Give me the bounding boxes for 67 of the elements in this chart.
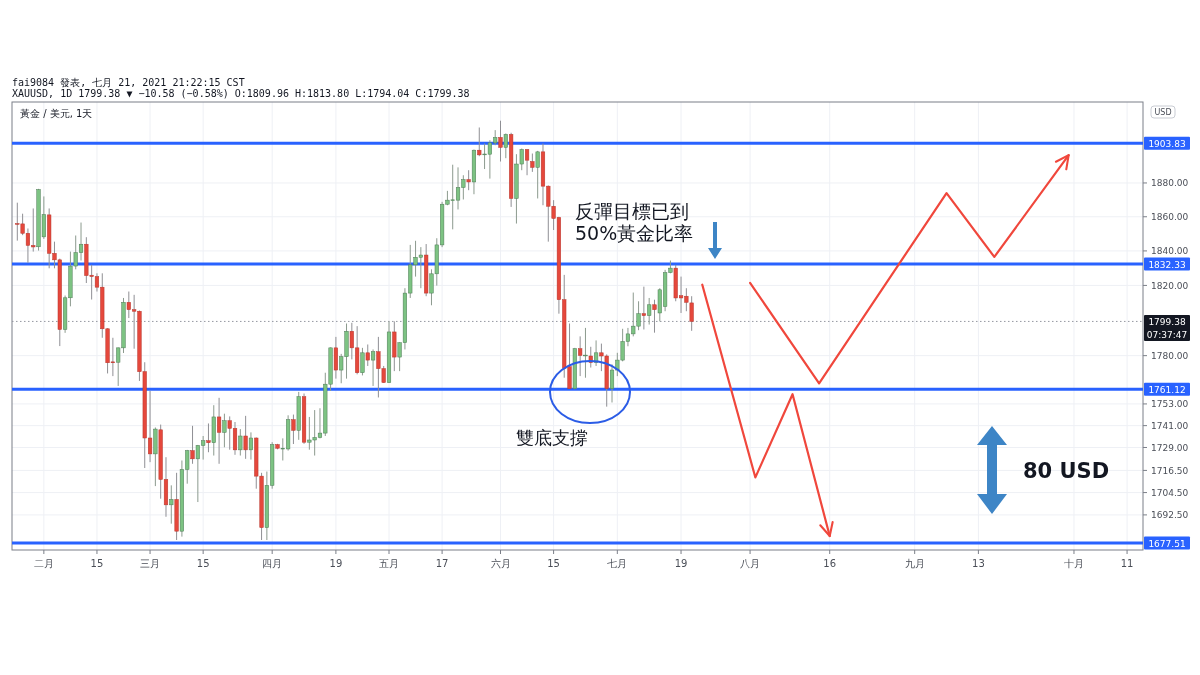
- chart-title: fai9084 發表, 七月 21, 2021 21:22:15 CST: [12, 77, 245, 88]
- candlestick: [169, 484, 174, 525]
- annotation: 反彈目標已到 50%黃金比率: [575, 200, 694, 244]
- candlestick: [477, 126, 482, 157]
- x-tick-label: 七月: [607, 558, 628, 569]
- x-tick-label: 17: [435, 558, 449, 569]
- candlestick: [641, 286, 646, 330]
- candlestick: [503, 132, 508, 159]
- ref-line-label: 1761.12: [1148, 384, 1186, 395]
- y-tick-label: 1780.00: [1151, 351, 1189, 362]
- x-tick-label: 八月: [740, 558, 761, 569]
- candlestick: [248, 431, 253, 461]
- y-tick-label: 1860.00: [1151, 212, 1189, 223]
- text: 07:37:47: [1146, 329, 1188, 340]
- ref-line-label: 1677.51: [1148, 538, 1186, 549]
- y-tick-label: 1880.00: [1151, 178, 1189, 189]
- x-tick-label: 五月: [379, 558, 399, 569]
- x-tick-label: 19: [674, 558, 688, 569]
- annotation: 雙底支撐: [516, 427, 588, 448]
- ref-line-label: 1799.38: [1148, 316, 1186, 327]
- x-tick-label: 19: [329, 558, 343, 569]
- annotation: 黃金 / 美元, 1天: [20, 108, 93, 119]
- x-tick-label: 15: [196, 558, 210, 569]
- x-tick-label: 六月: [490, 558, 511, 569]
- candlestick: [530, 153, 535, 173]
- x-tick-label: 16: [823, 558, 837, 569]
- candlestick: [291, 414, 296, 445]
- candlestick: [243, 415, 248, 460]
- candlestick: [647, 297, 652, 326]
- candlestick: [360, 347, 365, 376]
- candlestick: [333, 336, 338, 380]
- x-tick-label: 15: [547, 558, 560, 569]
- candlestick: [217, 397, 222, 465]
- y-tick-label: 1729.00: [1151, 442, 1189, 453]
- text: USD: [1154, 108, 1172, 117]
- candlestick: [498, 120, 503, 163]
- y-tick-label: 1820.00: [1151, 280, 1189, 291]
- y-tick-label: 1692.50: [1151, 510, 1189, 521]
- candlestick: [578, 335, 583, 377]
- y-tick-label: 1753.00: [1151, 399, 1189, 410]
- y-tick-label: 1704.50: [1151, 488, 1189, 499]
- x-tick-label: 13: [972, 558, 985, 569]
- y-tick-label: 1840.00: [1151, 246, 1189, 257]
- chart-subtitle: XAUUSD, 1D 1799.38 ▼ −10.58 (−0.58%) O:1809.96 H:1813.80 L:1794.04 C:1799.38: [12, 88, 470, 99]
- x-tick-label: 二月: [33, 558, 54, 569]
- candlestick: [206, 422, 211, 453]
- x-tick-label: 11: [1120, 558, 1134, 569]
- candlestick: [190, 425, 195, 465]
- candlestick: [535, 150, 540, 199]
- candlestick: [371, 348, 376, 387]
- x-tick-label: 十月: [1063, 558, 1084, 569]
- x-tick-label: 四月: [262, 558, 283, 569]
- ref-line-label: 1832.33: [1148, 259, 1186, 270]
- y-tick-label: 1716.50: [1151, 465, 1189, 476]
- candlestick: [238, 428, 243, 457]
- x-tick-label: 15: [90, 558, 104, 569]
- y-tick-label: 1741.00: [1151, 421, 1189, 432]
- candlestick: [525, 148, 530, 176]
- candlestick: [583, 327, 588, 379]
- x-tick-label: 三月: [140, 558, 161, 569]
- candlestick: [222, 413, 227, 448]
- ref-line-label: 1903.83: [1148, 138, 1186, 149]
- candlestick: [652, 299, 657, 334]
- candlestick: [365, 343, 370, 367]
- annotation: 80 USD: [1022, 459, 1110, 483]
- candlestick: [466, 169, 471, 191]
- x-tick-label: 九月: [904, 558, 925, 569]
